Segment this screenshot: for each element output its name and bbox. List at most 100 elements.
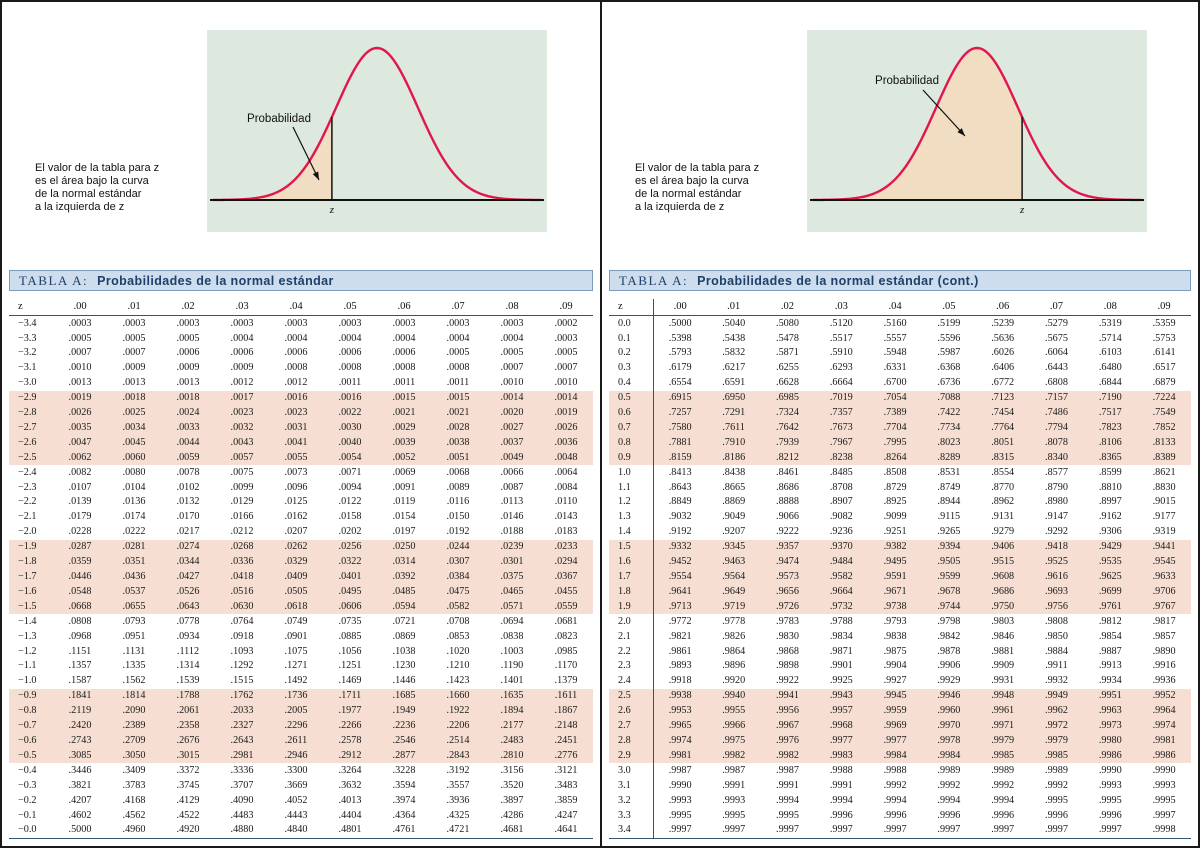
probability-cell: .1292 (230, 660, 254, 672)
probability-cell: .0026 (68, 407, 92, 419)
probability-cell: .3821 (68, 779, 92, 791)
probability-cell: .5910 (829, 347, 853, 359)
probability-cell: .7454 (991, 407, 1015, 419)
z-value: 2.5 (609, 688, 654, 704)
table-row: −0.6 .2743 .2709 .2676 .2643 .2611 .2578 .2546.… (9, 733, 593, 749)
arrow-line (922, 89, 966, 137)
probability-cell: .7910 (722, 436, 746, 448)
probability-cell: .9838 (883, 630, 907, 642)
table-row: 3.2 .9993 .9993 .9994 .9994 .9994 .9994 .9994 .9… (609, 793, 1191, 808)
probability-cell: .1423 (446, 675, 470, 687)
probability-cell: .6628 (776, 377, 799, 389)
probability-cell: .0004 (284, 332, 308, 344)
probability-cell: .0694 (500, 615, 524, 627)
probability-cell: .0322 (338, 556, 362, 568)
probability-cell: .7611 (722, 421, 745, 433)
probability-cell: .8665 (722, 481, 746, 493)
probability-cell: .9977 (829, 734, 853, 746)
probability-cell: .9994 (991, 794, 1015, 806)
z-value: −0.2 (18, 794, 37, 806)
probability-cell: .9990 (668, 779, 692, 791)
probability-cell: .9890 (1152, 645, 1176, 657)
probability-cell: .0099 (230, 481, 254, 493)
probability-cell: .9207 (722, 526, 746, 538)
probability-cell: .9713 (668, 600, 692, 612)
probability-cell: .8770 (991, 481, 1015, 493)
z-value: 1.4 (609, 524, 654, 540)
table-row: −3.0 .0013 .0013 .0013 .0012 .0012 .0011 .0011.… (9, 376, 593, 391)
probability-cell: .9998 (1152, 824, 1176, 836)
probability-cell: .6406 (991, 362, 1015, 374)
probability-cell: .0668 (68, 600, 92, 612)
table-row: 2.4 .9918 .9920 .9922 .9925 .9927 .9929 .9931 .9… (609, 673, 1191, 689)
probability-cell: .0183 (554, 526, 578, 538)
probability-cell: .9616 (1045, 571, 1068, 582)
probability-cell: .2296 (284, 720, 308, 732)
probability-cell: .9927 (883, 675, 907, 687)
probability-cell: .8508 (883, 466, 907, 478)
probability-cell: .1867 (554, 705, 578, 717)
probability-cell: .7019 (829, 392, 853, 404)
probability-cell: .0005 (500, 347, 524, 359)
probability-cell: .0005 (68, 332, 92, 344)
probability-cell: .6255 (776, 362, 799, 374)
probability-cell: .9952 (1152, 690, 1176, 702)
probability-cell: .0869 (392, 630, 416, 642)
probability-cell: .1711 (338, 690, 362, 702)
column-header: .01 (727, 301, 741, 312)
probability-cell: .0571 (500, 600, 524, 612)
probability-cell: .9726 (776, 600, 799, 612)
probability-cell: .9945 (883, 690, 907, 702)
probability-cell: .0021 (392, 407, 416, 419)
probability-cell: .0036 (554, 436, 578, 448)
column-header: .03 (235, 301, 249, 312)
probability-cell: .4920 (176, 824, 200, 836)
probability-cell: .9967 (776, 720, 799, 732)
probability-cell: .4286 (500, 809, 524, 821)
probability-cell: .9115 (937, 511, 961, 523)
probability-cell: .8289 (937, 451, 961, 463)
z-value: −3.0 (18, 377, 37, 389)
probability-cell: .0008 (284, 362, 308, 374)
probability-cell: .0901 (284, 630, 308, 642)
probability-cell: .9971 (991, 720, 1015, 732)
probability-cell: .7939 (776, 436, 799, 448)
probability-cell: .9878 (937, 645, 961, 657)
probability-cell: .0823 (554, 630, 578, 642)
table-row: −3.1 .0010 .0009 .0009 .0009 .0008 .0008 .0008.… (9, 361, 593, 376)
probability-cell: .0250 (392, 541, 416, 553)
probability-cell: .2266 (338, 720, 362, 732)
probability-cell: .0392 (392, 571, 416, 582)
probability-cell: .0011 (338, 377, 362, 389)
probability-cell: .8686 (776, 481, 799, 493)
probability-cell: .7852 (1152, 421, 1176, 433)
probability-cell: .1635 (500, 690, 524, 702)
probability-cell: .9887 (1098, 645, 1122, 657)
probability-cell: .0003 (176, 317, 200, 329)
probability-cell: .9441 (1152, 541, 1176, 553)
probability-cell: .9994 (937, 794, 961, 806)
probability-cell: .0014 (500, 392, 524, 404)
probability-cell: .0025 (122, 407, 146, 419)
probability-cell: .8078 (1045, 436, 1068, 448)
probability-cell: .0244 (446, 541, 470, 553)
probability-cell: .0655 (122, 600, 146, 612)
table-title-prefix: TABLA A: (19, 272, 89, 288)
probability-cell: .0005 (446, 347, 470, 359)
probability-cell: .9783 (776, 615, 799, 627)
probability-cell: .0004 (500, 332, 524, 344)
probability-cell: .0003 (68, 317, 92, 329)
probability-cell: .9949 (1045, 690, 1068, 702)
z-value: −2.0 (18, 526, 37, 538)
probability-cell: .9994 (776, 794, 799, 806)
probability-cell: .8315 (991, 451, 1015, 463)
probability-cell: .9535 (1098, 556, 1122, 568)
probability-cell: .5478 (776, 332, 799, 344)
table-row: −0.1 .4602 .4562 .4522 .4483 .4443 .4404 .4364.… (9, 808, 593, 823)
z-value: 1.6 (609, 554, 654, 570)
probability-cell: .1170 (554, 660, 578, 672)
probability-cell: .0013 (176, 377, 200, 389)
probability-cell: .9985 (991, 749, 1015, 761)
column-header: .08 (505, 301, 519, 312)
normal-curve-panel-left: z Probabilidad (207, 30, 547, 232)
